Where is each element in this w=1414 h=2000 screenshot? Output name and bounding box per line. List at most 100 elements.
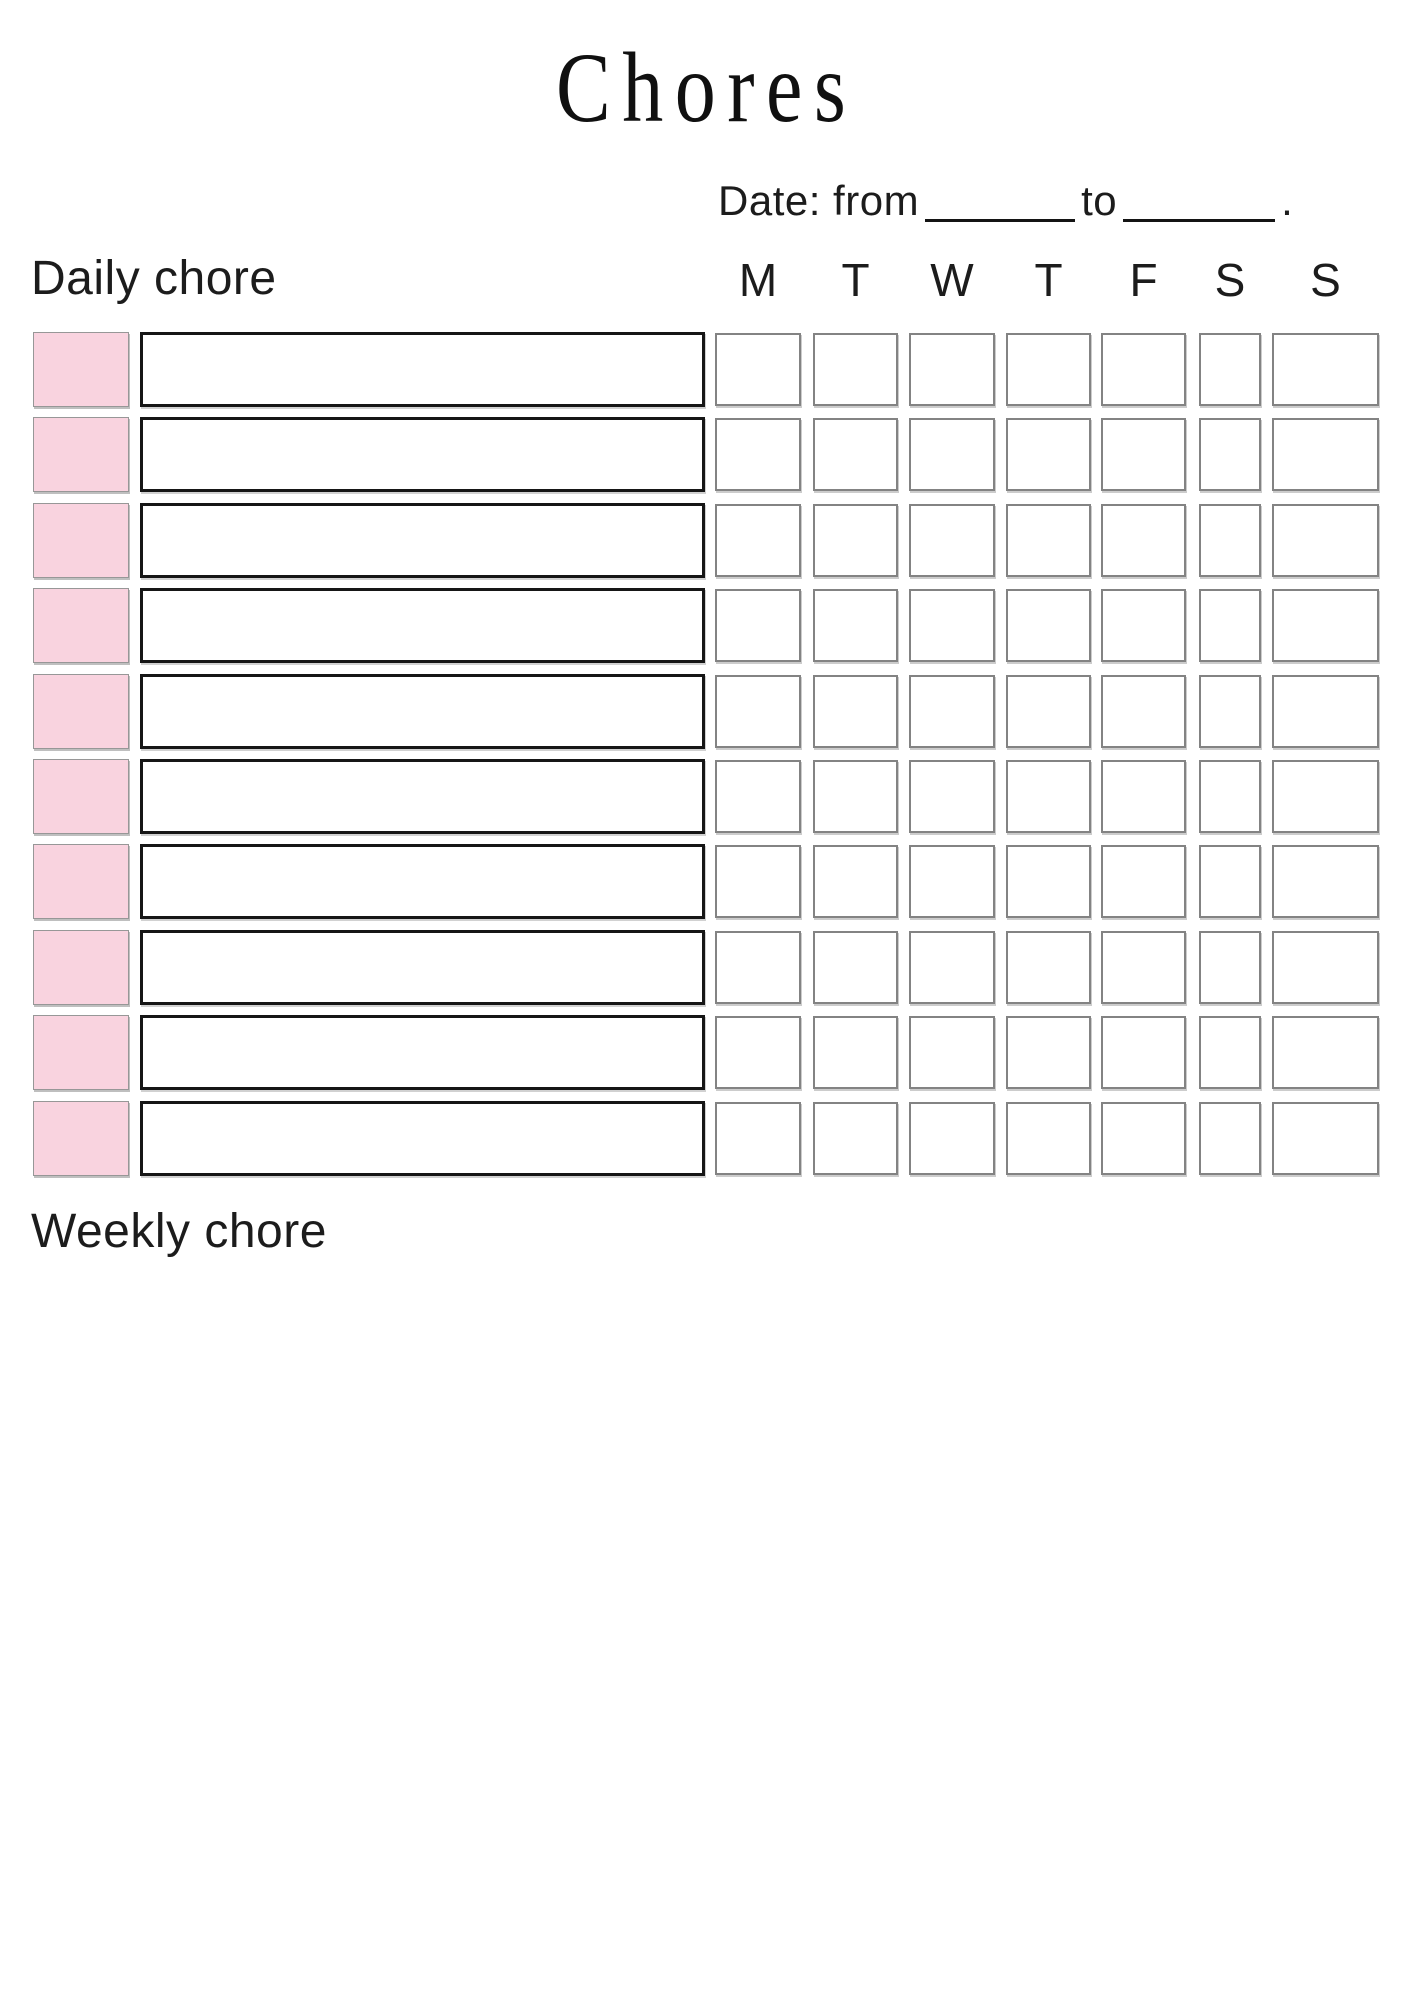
daily-checkbox-sun[interactable] xyxy=(1272,418,1379,491)
daily-checkbox-thu[interactable] xyxy=(1006,760,1091,833)
daily-checkbox-sat[interactable] xyxy=(1199,1102,1261,1175)
daily-checkbox-thu[interactable] xyxy=(1006,504,1091,577)
daily-color-tag xyxy=(33,588,129,663)
daily-checkbox-wed[interactable] xyxy=(909,760,995,833)
daily-chore-input[interactable] xyxy=(140,674,705,749)
daily-checkbox-sun[interactable] xyxy=(1272,845,1379,918)
daily-chore-input[interactable] xyxy=(140,759,705,834)
daily-checkbox-thu[interactable] xyxy=(1006,675,1091,748)
day-header-mon: M xyxy=(738,254,778,306)
daily-checkbox-wed[interactable] xyxy=(909,931,995,1004)
daily-checkbox-thu[interactable] xyxy=(1006,1102,1091,1175)
daily-color-tag xyxy=(33,417,129,492)
daily-checkbox-thu[interactable] xyxy=(1006,589,1091,662)
daily-color-tag xyxy=(33,930,129,1005)
daily-checkbox-mon[interactable] xyxy=(715,504,801,577)
daily-checkbox-sun[interactable] xyxy=(1272,333,1379,406)
daily-color-tag xyxy=(33,1015,129,1090)
daily-chore-input[interactable] xyxy=(140,1015,705,1090)
daily-checkbox-mon[interactable] xyxy=(715,589,801,662)
daily-checkbox-thu[interactable] xyxy=(1006,418,1091,491)
daily-checkbox-wed[interactable] xyxy=(909,333,995,406)
day-header-fri: F xyxy=(1129,254,1158,306)
daily-checkbox-tue[interactable] xyxy=(813,931,898,1004)
daily-checkbox-sat[interactable] xyxy=(1199,675,1261,748)
daily-checkbox-wed[interactable] xyxy=(909,675,995,748)
daily-color-tag xyxy=(33,674,129,749)
daily-checkbox-wed[interactable] xyxy=(909,589,995,662)
daily-checkbox-wed[interactable] xyxy=(909,1016,995,1089)
daily-checkbox-sat[interactable] xyxy=(1199,760,1261,833)
daily-checkbox-thu[interactable] xyxy=(1006,931,1091,1004)
daily-checkbox-sun[interactable] xyxy=(1272,589,1379,662)
daily-checkbox-tue[interactable] xyxy=(813,418,898,491)
daily-checkbox-thu[interactable] xyxy=(1006,845,1091,918)
daily-checkbox-fri[interactable] xyxy=(1101,760,1186,833)
daily-checkbox-sat[interactable] xyxy=(1199,931,1261,1004)
date-period: . xyxy=(1281,177,1294,224)
daily-checkbox-fri[interactable] xyxy=(1101,845,1186,918)
daily-checkbox-mon[interactable] xyxy=(715,1016,801,1089)
daily-checkbox-tue[interactable] xyxy=(813,1016,898,1089)
daily-checkbox-mon[interactable] xyxy=(715,931,801,1004)
date-from-label: Date: from xyxy=(718,177,920,224)
daily-chore-input[interactable] xyxy=(140,417,705,492)
daily-checkbox-tue[interactable] xyxy=(813,504,898,577)
daily-chore-input[interactable] xyxy=(140,503,705,578)
daily-chore-input[interactable] xyxy=(140,332,705,407)
daily-checkbox-sun[interactable] xyxy=(1272,1102,1379,1175)
daily-checkbox-fri[interactable] xyxy=(1101,675,1186,748)
daily-checkbox-fri[interactable] xyxy=(1101,931,1186,1004)
daily-checkbox-thu[interactable] xyxy=(1006,1016,1091,1089)
daily-color-tag xyxy=(33,503,129,578)
daily-color-tag xyxy=(33,1101,129,1176)
daily-checkbox-fri[interactable] xyxy=(1101,1016,1186,1089)
daily-chore-input[interactable] xyxy=(140,930,705,1005)
date-to-field[interactable] xyxy=(1123,181,1276,222)
daily-checkbox-fri[interactable] xyxy=(1101,589,1186,662)
daily-checkbox-tue[interactable] xyxy=(813,1102,898,1175)
daily-checkbox-mon[interactable] xyxy=(715,845,801,918)
date-from-field[interactable] xyxy=(925,181,1076,222)
daily-checkbox-sun[interactable] xyxy=(1272,760,1379,833)
daily-checkbox-fri[interactable] xyxy=(1101,504,1186,577)
daily-checkbox-fri[interactable] xyxy=(1101,1102,1186,1175)
daily-checkbox-sun[interactable] xyxy=(1272,504,1379,577)
daily-checkbox-sun[interactable] xyxy=(1272,1016,1379,1089)
daily-checkbox-tue[interactable] xyxy=(813,845,898,918)
daily-checkbox-sun[interactable] xyxy=(1272,931,1379,1004)
weekly-heading: Weekly chore xyxy=(31,1205,327,1258)
daily-checkbox-wed[interactable] xyxy=(909,418,995,491)
daily-checkbox-sat[interactable] xyxy=(1199,333,1261,406)
daily-checkbox-mon[interactable] xyxy=(715,333,801,406)
daily-checkbox-sat[interactable] xyxy=(1199,845,1261,918)
day-header-sat: S xyxy=(1214,254,1246,306)
daily-checkbox-tue[interactable] xyxy=(813,760,898,833)
daily-checkbox-fri[interactable] xyxy=(1101,418,1186,491)
daily-chore-input[interactable] xyxy=(140,588,705,663)
daily-checkbox-mon[interactable] xyxy=(715,675,801,748)
daily-checkbox-tue[interactable] xyxy=(813,589,898,662)
daily-checkbox-sat[interactable] xyxy=(1199,1016,1261,1089)
daily-checkbox-sat[interactable] xyxy=(1199,504,1261,577)
daily-checkbox-tue[interactable] xyxy=(813,675,898,748)
daily-heading: Daily chore xyxy=(31,252,277,305)
daily-chore-input[interactable] xyxy=(140,1101,705,1176)
daily-checkbox-sat[interactable] xyxy=(1199,589,1261,662)
daily-checkbox-thu[interactable] xyxy=(1006,333,1091,406)
daily-checkbox-sat[interactable] xyxy=(1199,418,1261,491)
daily-checkbox-mon[interactable] xyxy=(715,1102,801,1175)
daily-checkbox-sun[interactable] xyxy=(1272,675,1379,748)
page-title: Chores xyxy=(0,38,1414,138)
daily-checkbox-wed[interactable] xyxy=(909,1102,995,1175)
daily-chore-input[interactable] xyxy=(140,844,705,919)
daily-checkbox-wed[interactable] xyxy=(909,845,995,918)
daily-checkbox-tue[interactable] xyxy=(813,333,898,406)
day-header-sun: S xyxy=(1310,254,1341,306)
daily-checkbox-wed[interactable] xyxy=(909,504,995,577)
daily-checkbox-fri[interactable] xyxy=(1101,333,1186,406)
daily-checkbox-mon[interactable] xyxy=(715,418,801,491)
date-to-label: to xyxy=(1081,177,1118,224)
daily-checkbox-mon[interactable] xyxy=(715,760,801,833)
